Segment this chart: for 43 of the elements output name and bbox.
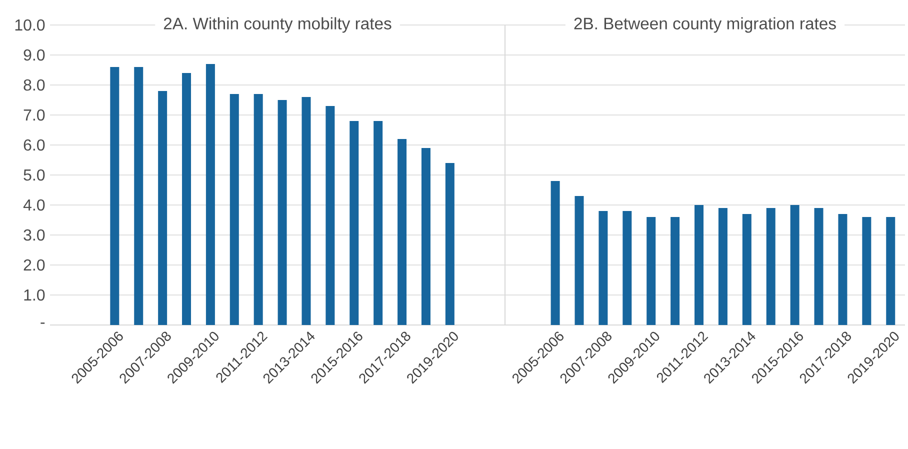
bar [838,214,848,325]
y-tick-label: 5.0 [24,169,45,181]
y-tick-label: 9.0 [24,49,45,61]
y-tick-label: 8.0 [24,79,45,91]
bar [862,216,872,325]
bar [206,64,215,325]
bar [814,208,824,325]
y-tick-label: 3.0 [24,229,45,241]
bar [302,96,311,325]
bar [886,216,896,325]
bar [421,148,430,325]
bar [134,66,144,325]
bar [550,180,560,325]
y-tick-label: 10.0 [15,19,45,31]
y-tick-label: 1.0 [24,289,45,301]
bar [182,72,192,325]
bar [766,208,776,325]
bar [158,90,168,325]
y-tick-label: - [40,322,45,324]
bar [374,120,383,325]
bar [398,138,407,325]
bar [254,94,263,325]
bar [230,94,239,325]
bar [445,162,454,325]
bar [350,120,359,325]
bar [110,66,120,325]
bar [646,216,656,325]
y-tick-label: 2.0 [24,259,45,271]
bar [598,210,608,325]
bar [278,100,287,325]
y-tick-label: 6.0 [24,139,45,151]
chart-title: 2B. Between county migration rates [574,17,836,33]
bar [718,208,728,325]
bar [694,204,704,325]
bar [574,196,584,325]
bar [326,106,335,325]
y-tick-label: 4.0 [23,199,45,211]
bar [742,214,752,325]
bar [790,204,800,325]
bar [670,216,680,325]
chart-title: 2A. Within county mobilty rates [164,17,392,33]
y-tick-label: 7.0 [24,109,45,121]
bar [622,210,632,325]
